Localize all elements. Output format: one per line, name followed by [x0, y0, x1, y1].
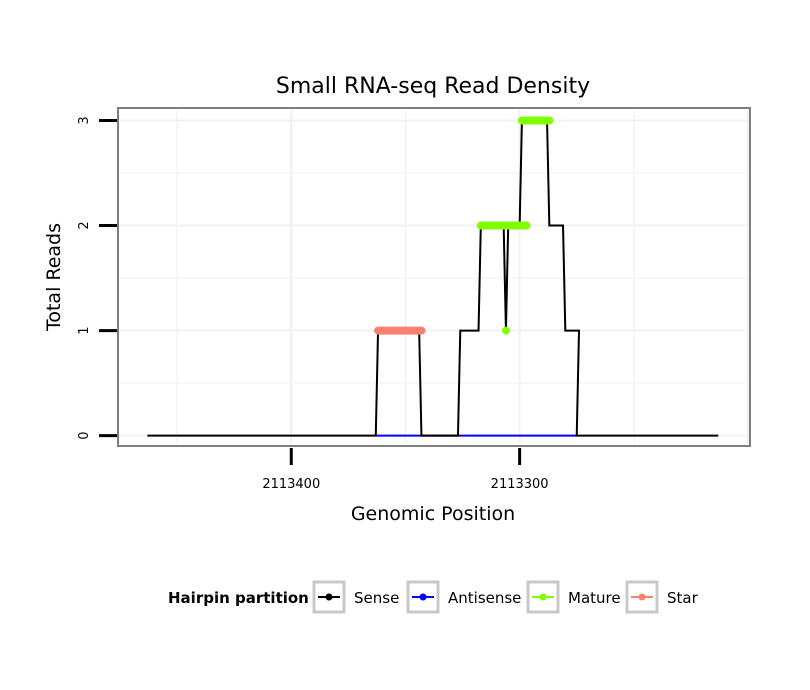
legend-label-mature: Mature — [568, 589, 621, 607]
legend-marker-sense — [325, 593, 333, 601]
y-axis: 0 1 2 3 — [77, 116, 117, 440]
y-tick-label: 0 — [77, 431, 92, 439]
x-tick-label: 2113300 — [491, 477, 549, 492]
legend-title: Hairpin partition — [168, 589, 309, 607]
legend-marker-mature — [539, 593, 547, 601]
y-tick-label: 1 — [77, 326, 92, 334]
y-tick-label: 2 — [77, 221, 92, 229]
legend-marker-antisense — [419, 593, 427, 601]
series-point-mature — [501, 326, 510, 335]
legend-label-antisense: Antisense — [448, 589, 521, 607]
legend-marker-star — [638, 593, 646, 601]
x-tick-label: 2113400 — [262, 477, 320, 492]
x-axis: 2113400 2113300 — [262, 448, 549, 492]
y-axis-label: Total Reads — [43, 223, 65, 332]
plot-panel-border — [117, 107, 751, 447]
grid — [120, 110, 749, 444]
y-tick-label: 3 — [77, 116, 92, 124]
legend-label-star: Star — [667, 589, 699, 607]
series-layer — [147, 116, 719, 437]
legend-label-sense: Sense — [354, 589, 399, 607]
chart-title: Small RNA-seq Read Density — [276, 74, 590, 99]
x-axis-label: Genomic Position — [351, 503, 515, 525]
legend: Hairpin partition Sense Antisense Mature St… — [168, 580, 699, 614]
